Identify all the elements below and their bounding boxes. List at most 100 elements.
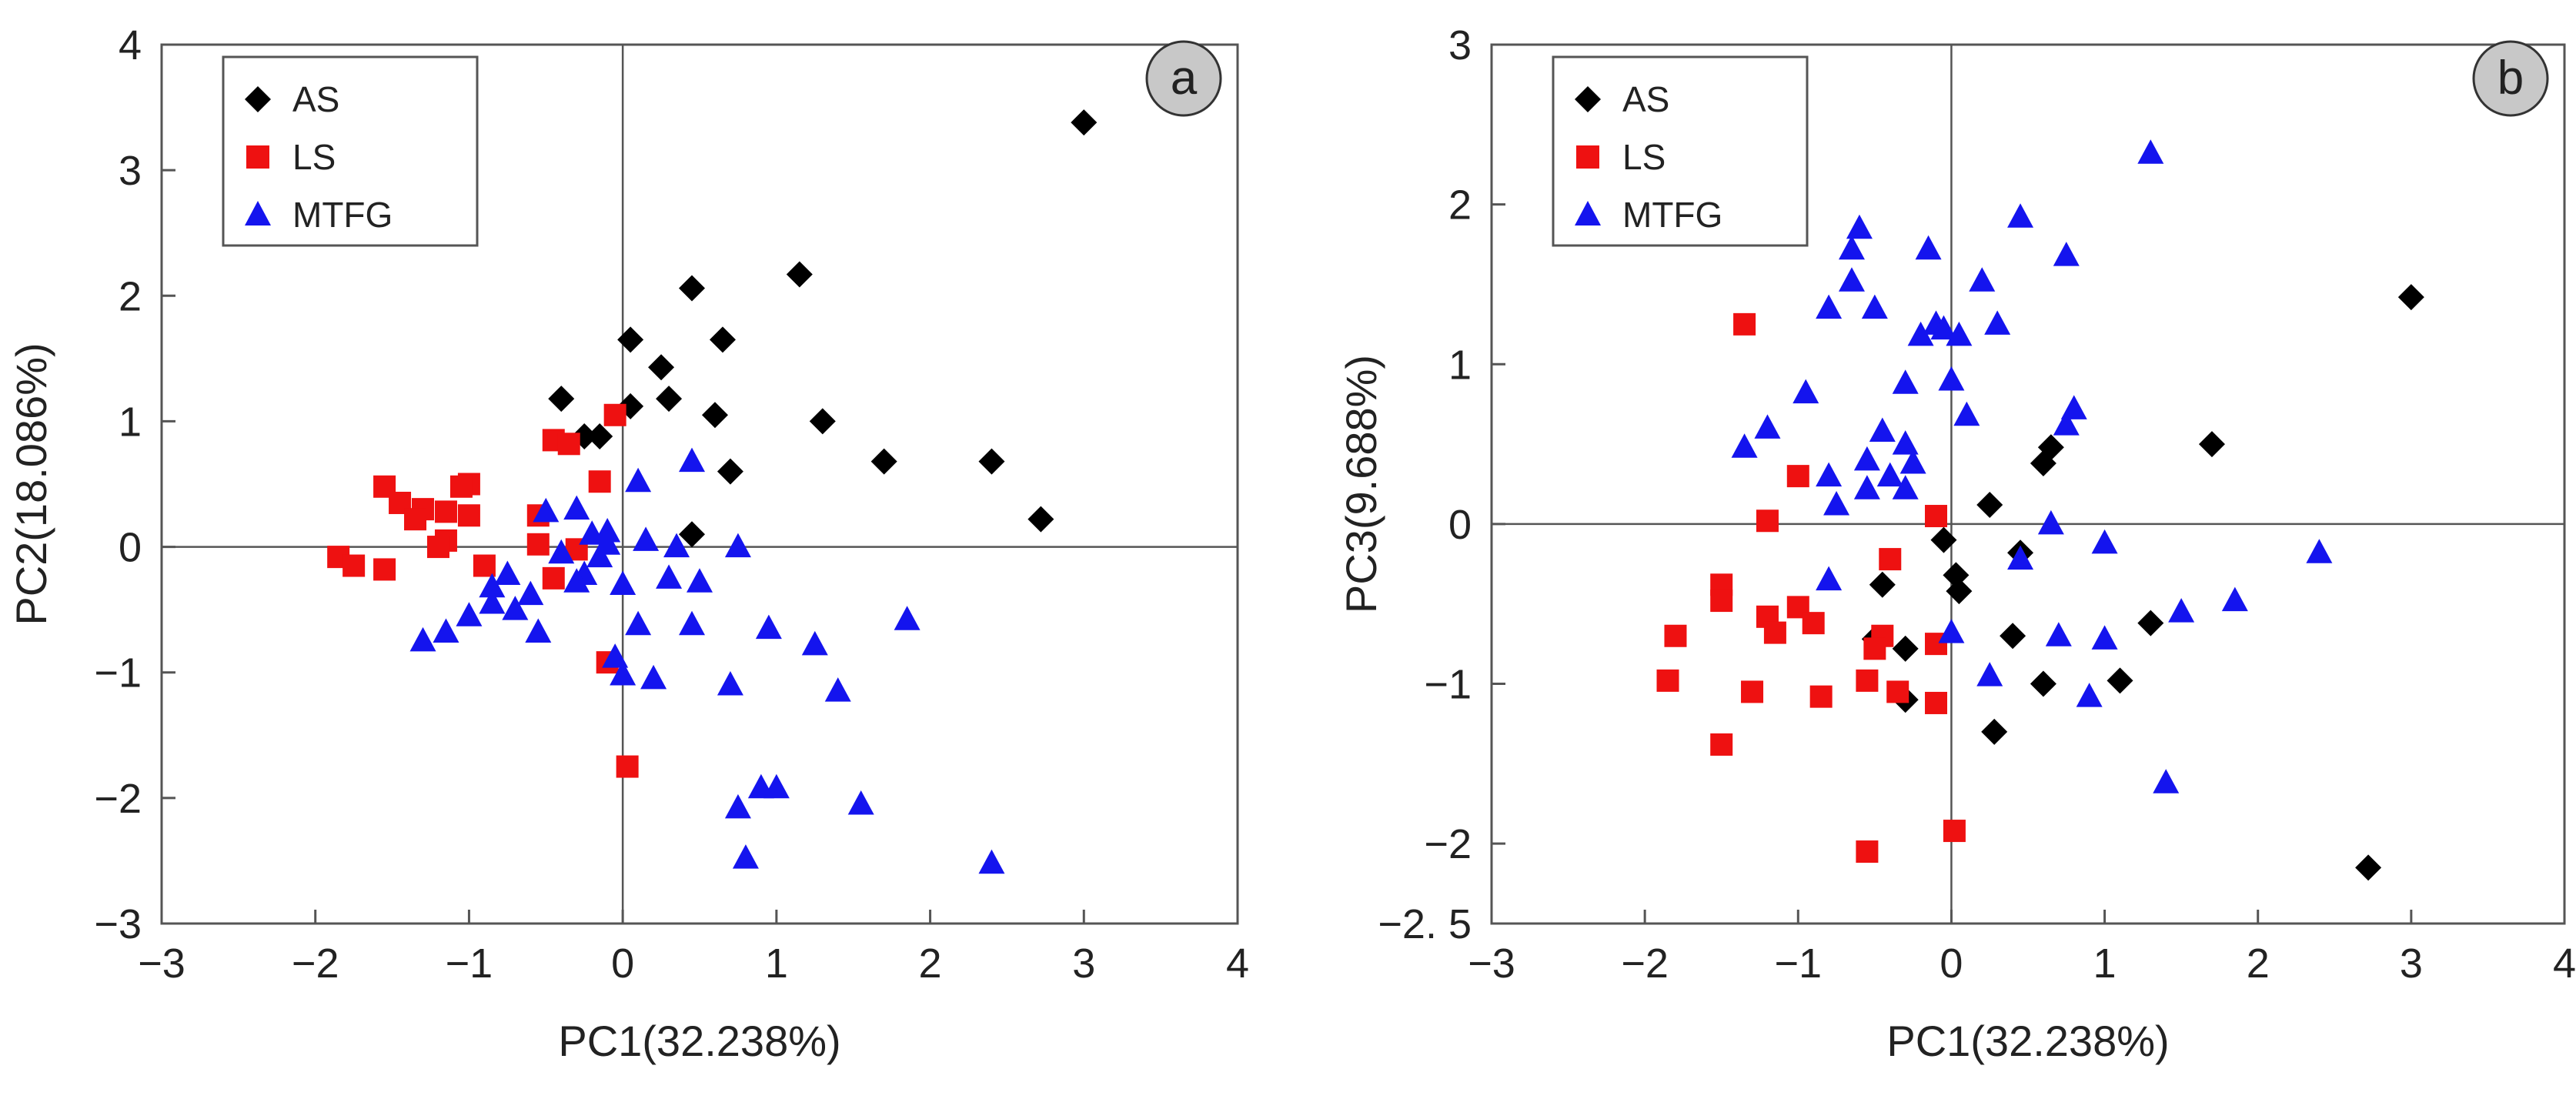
legend: AS LS MTFG (1552, 55, 1809, 247)
data-point-mtfg (2007, 203, 2034, 228)
data-point-mtfg (1984, 310, 2011, 335)
data-point-ls (1656, 669, 1679, 692)
x-tick-label: 1 (765, 940, 788, 987)
data-point-mtfg (2091, 529, 2118, 554)
data-point-mtfg (824, 677, 851, 702)
data-point-mtfg (1853, 446, 1880, 471)
legend-marker-mtfg (1575, 201, 1601, 225)
data-point-mtfg (563, 568, 590, 593)
data-point-as (786, 261, 813, 288)
data-point-mtfg (847, 790, 874, 815)
data-point-ls (1856, 669, 1879, 692)
data-point-mtfg (409, 626, 436, 652)
x-tick-label: −1 (1774, 940, 1822, 987)
data-point-as (586, 423, 613, 450)
data-point-mtfg (663, 533, 690, 558)
y-tick-label: 2 (1448, 182, 1472, 229)
data-point-mtfg (687, 568, 713, 593)
data-point-as (978, 448, 1005, 475)
data-point-mtfg (456, 602, 483, 626)
y-tick-label: −1 (94, 650, 142, 696)
legend-marker-as (245, 86, 271, 112)
data-point-mtfg (679, 447, 706, 473)
y-tick-label: 4 (119, 22, 142, 68)
y-axis-title: PC2(18.086%) (7, 342, 55, 625)
data-point-ls (457, 504, 480, 527)
x-tick-label: −2 (1621, 940, 1669, 987)
legend-label-mtfg: MTFG (292, 195, 393, 235)
panel-b: −3 −2 −1 0 1 2 3 4 −2. 5 −2 −1 0 1 2 3 PC1(32.238%) PC3(… (1337, 22, 2576, 1065)
data-point-mtfg (1915, 235, 1942, 260)
x-tick-label: 0 (1940, 940, 1963, 987)
data-point-mtfg (2053, 242, 2080, 266)
data-point-mtfg (1861, 294, 1888, 319)
x-tick-label: 0 (611, 940, 634, 987)
data-point-as (1071, 109, 1098, 136)
data-point-mtfg (525, 618, 552, 643)
legend-label-as: AS (292, 79, 339, 119)
data-point-mtfg (1731, 433, 1758, 458)
data-point-mtfg (1938, 619, 1965, 643)
data-point-as (548, 386, 575, 413)
data-point-ls (473, 554, 496, 577)
data-point-ls (449, 475, 473, 498)
data-point-ls (1863, 637, 1886, 660)
y-tick-label: −1 (1424, 662, 1472, 708)
x-tick-label: 2 (2247, 940, 2270, 987)
legend-label-ls: LS (1622, 137, 1666, 177)
legend-label-as: AS (1622, 79, 1669, 119)
data-point-mtfg (1907, 321, 1934, 346)
data-point-mtfg (594, 517, 621, 543)
plot-frame (1490, 43, 2566, 925)
data-point-mtfg (563, 495, 590, 520)
data-point-ls (1756, 509, 1779, 533)
legend-marker-as (1575, 86, 1601, 112)
data-point-mtfg (1816, 294, 1843, 319)
data-point-as (1027, 506, 1054, 533)
y-tick-label: −2 (1424, 821, 1472, 867)
data-point-as (656, 386, 683, 413)
y-tick-label: 0 (119, 525, 142, 571)
x-tick-label: 1 (2093, 940, 2117, 987)
data-point-ls (1763, 621, 1786, 644)
data-point-ls (1664, 624, 1687, 647)
data-point-as (2397, 284, 2424, 311)
data-point-mtfg (1892, 475, 1919, 499)
data-point-ls (434, 500, 457, 523)
data-point-mtfg (2037, 509, 2064, 535)
y-tick-label: −3 (94, 901, 142, 947)
data-point-mtfg (1969, 267, 1996, 292)
data-point-as (870, 448, 897, 475)
x-tick-label: −3 (1468, 940, 1515, 987)
data-point-mtfg (1892, 430, 1919, 455)
data-point-mtfg (625, 467, 652, 493)
data-point-ls (1710, 733, 1733, 756)
data-point-mtfg (1838, 267, 1865, 292)
y-tick-label: 3 (1448, 22, 1472, 68)
data-point-mtfg (533, 497, 560, 523)
data-point-mtfg (494, 560, 521, 585)
data-point-as (2355, 854, 2382, 881)
data-point-mtfg (679, 610, 706, 636)
panel-letter-badge (2472, 40, 2549, 117)
data-point-mtfg (586, 543, 613, 568)
data-point-as (709, 326, 736, 353)
data-point-ls (588, 470, 611, 493)
data-point-as (2030, 670, 2056, 697)
data-point-mtfg (548, 539, 575, 564)
panel-a: −3 −2 −1 0 1 2 3 4 −3 −2 −1 0 1 2 3 4 PC1(32.238%) PC2(18… (7, 22, 1249, 1065)
x-tick-label: 3 (2400, 940, 2423, 987)
data-point-mtfg (1838, 235, 1865, 260)
data-point-as (1946, 578, 1973, 605)
x-axis-title: PC1(32.238%) (1886, 1017, 2169, 1065)
data-point-ls (426, 536, 449, 559)
data-point-mtfg (479, 573, 506, 598)
y-tick-label: 1 (1448, 342, 1472, 388)
data-point-mtfg (755, 614, 782, 640)
data-point-ls (1710, 590, 1733, 613)
data-point-mtfg (801, 630, 828, 656)
data-point-ls (1741, 680, 1764, 703)
data-point-as (1930, 526, 1957, 553)
data-point-mtfg (1823, 490, 1850, 516)
